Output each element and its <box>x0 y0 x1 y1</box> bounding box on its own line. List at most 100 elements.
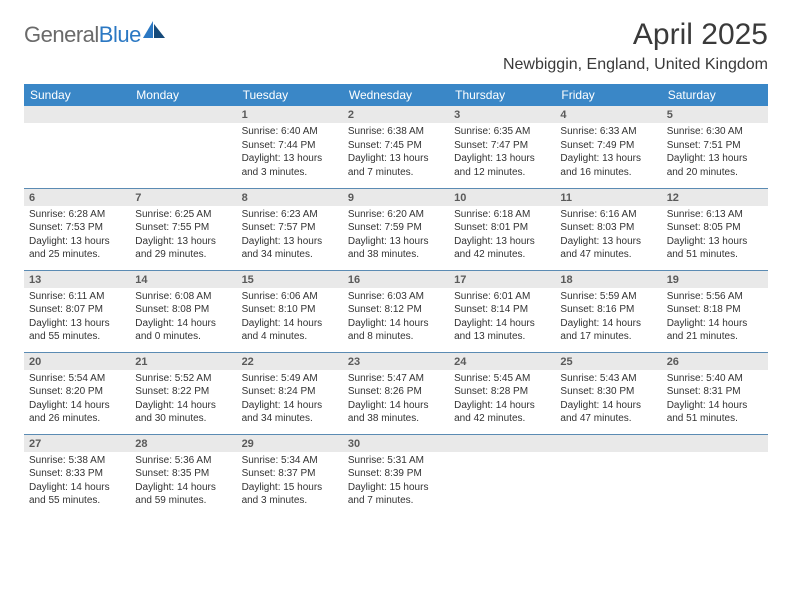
calendar-day-cell: 30Sunrise: 5:31 AMSunset: 8:39 PMDayligh… <box>343 434 449 516</box>
daylight-line: Daylight: 13 hours and 25 minutes. <box>29 235 125 262</box>
day-number: 19 <box>662 271 768 288</box>
day-details: Sunrise: 6:23 AMSunset: 7:57 PMDaylight:… <box>237 206 343 266</box>
calendar-day-cell: 22Sunrise: 5:49 AMSunset: 8:24 PMDayligh… <box>237 352 343 434</box>
day-number: 29 <box>237 435 343 452</box>
sunrise-line: Sunrise: 5:34 AM <box>242 454 338 468</box>
calendar-day-cell: 13 Sunrise: 6:11 AMSunset: 8:07 PMDayligh… <box>24 270 130 352</box>
day-details: Sunrise: 6:38 AMSunset: 7:45 PMDaylight:… <box>343 123 449 183</box>
day-number: 8 <box>237 189 343 206</box>
sunrise-line: Sunrise: 6:06 AM <box>242 290 338 304</box>
day-details: Sunrise: 5:43 AMSunset: 8:30 PMDaylight:… <box>555 370 661 430</box>
calendar-day-cell: 19Sunrise: 5:56 AMSunset: 8:18 PMDayligh… <box>662 270 768 352</box>
daylight-line: Daylight: 14 hours and 47 minutes. <box>560 399 656 426</box>
sunrise-line: Sunrise: 6:38 AM <box>348 125 444 139</box>
sunrise-line: Sunrise: 6:33 AM <box>560 125 656 139</box>
day-details: Sunrise: 6:35 AMSunset: 7:47 PMDaylight:… <box>449 123 555 183</box>
day-details: Sunrise: 6:28 AMSunset: 7:53 PMDaylight:… <box>24 206 130 266</box>
calendar-day-cell: 7Sunrise: 6:25 AMSunset: 7:55 PMDaylight… <box>130 188 236 270</box>
sunset-line: Sunset: 8:03 PM <box>560 221 656 235</box>
day-number: 7 <box>130 189 236 206</box>
sunset-line: Sunset: 7:44 PM <box>242 139 338 153</box>
sunset-line: Sunset: 8:10 PM <box>242 303 338 317</box>
sunrise-line: Sunrise: 5:54 AM <box>29 372 125 386</box>
calendar-week-row: 20 Sunrise: 5:54 AMSunset: 8:20 PM Dayligh… <box>24 352 768 434</box>
day-details: Sunrise: 5:45 AMSunset: 8:28 PMDaylight:… <box>449 370 555 430</box>
weekday-header: Thursday <box>449 84 555 106</box>
sunset-line: Sunset: 8:01 PM <box>454 221 550 235</box>
calendar-table: SundayMondayTuesdayWednesdayThursdayFrid… <box>24 84 768 516</box>
sunset-line: Sunset: 8:14 PM <box>454 303 550 317</box>
sunset-line: Sunset: 7:45 PM <box>348 139 444 153</box>
day-details: Sunrise: 6:03 AMSunset: 8:12 PMDaylight:… <box>343 288 449 348</box>
daylight-line: Daylight: 14 hours and 0 minutes. <box>135 317 231 344</box>
daylight-line: Daylight: 14 hours and 21 minutes. <box>667 317 763 344</box>
sunset-line: Sunset: 8:08 PM <box>135 303 231 317</box>
day-details: Sunrise: 6:01 AMSunset: 8:14 PMDaylight:… <box>449 288 555 348</box>
calendar-day-cell: 4Sunrise: 6:33 AMSunset: 7:49 PMDaylight… <box>555 106 661 188</box>
day-number: 6 <box>24 189 130 206</box>
calendar-day-cell: 18Sunrise: 5:59 AMSunset: 8:16 PMDayligh… <box>555 270 661 352</box>
day-number: 9 <box>343 189 449 206</box>
day-number: 4 <box>555 106 661 123</box>
weekday-header: Friday <box>555 84 661 106</box>
day-number: 25 <box>555 353 661 370</box>
weekday-header: Monday <box>130 84 236 106</box>
sunrise-line: Sunrise: 6:13 AM <box>667 208 763 222</box>
day-details: Sunrise: 5:47 AMSunset: 8:26 PMDaylight:… <box>343 370 449 430</box>
daylight-line: Daylight: 13 hours and 38 minutes. <box>348 235 444 262</box>
calendar-day-cell: 14Sunrise: 6:08 AMSunset: 8:08 PMDayligh… <box>130 270 236 352</box>
daylight-line: Daylight: 13 hours and 47 minutes. <box>560 235 656 262</box>
day-details: Sunrise: 6:08 AMSunset: 8:08 PMDaylight:… <box>130 288 236 348</box>
daylight-line: Daylight: 14 hours and 38 minutes. <box>348 399 444 426</box>
sunset-line: Sunset: 8:24 PM <box>242 385 338 399</box>
page-title: April 2025 <box>503 18 768 52</box>
day-number: 15 <box>237 271 343 288</box>
calendar-day-cell: 10Sunrise: 6:18 AMSunset: 8:01 PMDayligh… <box>449 188 555 270</box>
day-details: Sunrise: 6:30 AMSunset: 7:51 PMDaylight:… <box>662 123 768 183</box>
calendar-day-cell: 28Sunrise: 5:36 AMSunset: 8:35 PMDayligh… <box>130 434 236 516</box>
calendar-day-cell: 15Sunrise: 6:06 AMSunset: 8:10 PMDayligh… <box>237 270 343 352</box>
day-number: 23 <box>343 353 449 370</box>
day-details: Sunrise: 6:20 AMSunset: 7:59 PMDaylight:… <box>343 206 449 266</box>
day-number: 3 <box>449 106 555 123</box>
day-number: 11 <box>555 189 661 206</box>
daylight-line: Daylight: 13 hours and 51 minutes. <box>667 235 763 262</box>
day-details: Sunrise: 5:31 AMSunset: 8:39 PMDaylight:… <box>343 452 449 512</box>
sail-icon <box>143 21 167 44</box>
sunset-line: Sunset: 8:20 PM <box>29 385 125 399</box>
day-details: Sunrise: 6:16 AMSunset: 8:03 PMDaylight:… <box>555 206 661 266</box>
sunset-line: Sunset: 7:51 PM <box>667 139 763 153</box>
title-block: April 2025 Newbiggin, England, United Ki… <box>503 18 768 74</box>
daylight-line: Daylight: 13 hours and 20 minutes. <box>667 152 763 179</box>
daylight-line: Daylight: 13 hours and 34 minutes. <box>242 235 338 262</box>
day-details: Sunrise: 6:33 AMSunset: 7:49 PMDaylight:… <box>555 123 661 183</box>
daylight-line: Daylight: 14 hours and 55 minutes. <box>29 481 125 508</box>
day-number: 14 <box>130 271 236 288</box>
day-number: 28 <box>130 435 236 452</box>
header: GeneralBlue April 2025 Newbiggin, Englan… <box>24 18 768 74</box>
sunrise-line: Sunrise: 6:23 AM <box>242 208 338 222</box>
daylight-line: Daylight: 13 hours and 16 minutes. <box>560 152 656 179</box>
sunrise-line: Sunrise: 6:11 AM <box>29 290 125 304</box>
day-details: Sunrise: 5:59 AMSunset: 8:16 PMDaylight:… <box>555 288 661 348</box>
calendar-day-cell: 8Sunrise: 6:23 AMSunset: 7:57 PMDaylight… <box>237 188 343 270</box>
calendar-day-cell: 1Sunrise: 6:40 AMSunset: 7:44 PMDaylight… <box>237 106 343 188</box>
day-number: 13 <box>24 271 130 288</box>
sunset-line: Sunset: 8:22 PM <box>135 385 231 399</box>
sunset-line: Sunset: 8:37 PM <box>242 467 338 481</box>
sunset-line: Sunset: 8:07 PM <box>29 303 125 317</box>
sunset-line: Sunset: 8:28 PM <box>454 385 550 399</box>
sunset-line: Sunset: 8:39 PM <box>348 467 444 481</box>
calendar-day-cell: 23Sunrise: 5:47 AMSunset: 8:26 PMDayligh… <box>343 352 449 434</box>
calendar-day-cell: 3Sunrise: 6:35 AMSunset: 7:47 PMDaylight… <box>449 106 555 188</box>
sunset-line: Sunset: 8:16 PM <box>560 303 656 317</box>
day-number: 20 <box>24 353 130 370</box>
day-number: 10 <box>449 189 555 206</box>
sunrise-line: Sunrise: 5:36 AM <box>135 454 231 468</box>
calendar-day-cell <box>449 434 555 516</box>
sunset-line: Sunset: 7:59 PM <box>348 221 444 235</box>
daylight-line: Daylight: 13 hours and 55 minutes. <box>29 317 125 344</box>
sunset-line: Sunset: 8:31 PM <box>667 385 763 399</box>
day-number: 12 <box>662 189 768 206</box>
sunrise-line: Sunrise: 5:45 AM <box>454 372 550 386</box>
